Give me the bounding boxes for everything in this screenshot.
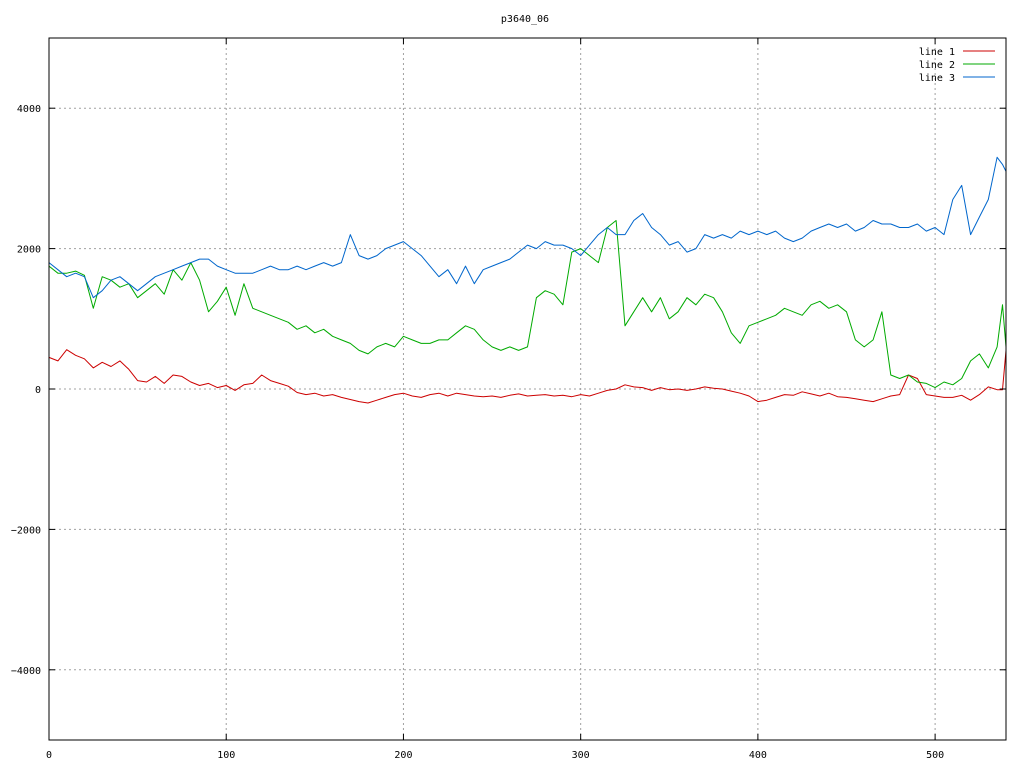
x-tick-label: 200	[394, 750, 412, 761]
series-line-3	[48, 156, 1007, 299]
legend-label: line 3	[919, 73, 955, 84]
series-line-2	[48, 220, 1007, 389]
y-tick-label: −2000	[11, 525, 41, 536]
x-tick-label: 500	[926, 750, 944, 761]
series-line-1	[48, 349, 1007, 404]
x-tick-label: 300	[572, 750, 590, 761]
legend: line 1 line 2 line 3	[919, 47, 995, 84]
x-tick-label: 400	[749, 750, 767, 761]
x-tick-label: 0	[46, 750, 52, 761]
grid	[49, 38, 1006, 740]
chart-title: p3640_06	[501, 14, 549, 25]
tick-labels: 0 100 200 300 400 500 −4000 −2000 0 2000 4000	[11, 38, 1006, 761]
x-tick-label: 100	[217, 750, 235, 761]
plot-frame	[48, 37, 1007, 741]
legend-label: line 2	[919, 60, 955, 71]
y-tick-label: 2000	[17, 245, 41, 256]
series-group	[48, 156, 1007, 404]
y-tick-label: 4000	[17, 104, 41, 115]
y-tick-label: 0	[35, 385, 41, 396]
legend-label: line 1	[919, 47, 955, 58]
y-tick-label: −4000	[11, 666, 41, 677]
